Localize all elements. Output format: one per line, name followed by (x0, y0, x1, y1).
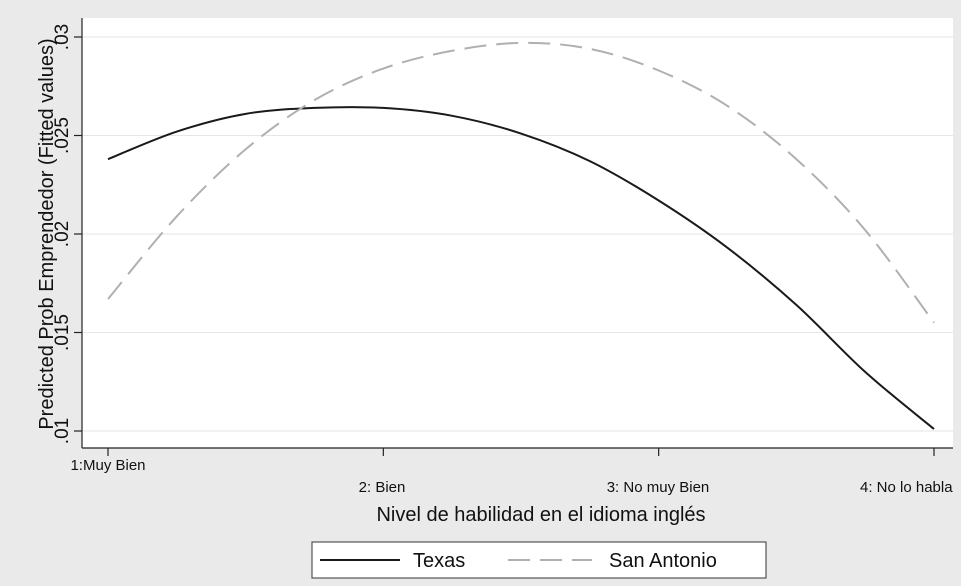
legend-label-san-antonio: San Antonio (609, 550, 717, 572)
axes (74, 18, 953, 456)
y-tick-label: .02 (52, 221, 73, 247)
x-axis-title: Nivel de habilidad en el idioma inglés (376, 504, 705, 526)
series-lines (107, 41, 935, 430)
y-tick-label: .015 (52, 314, 73, 351)
y-tick-label: .01 (52, 418, 73, 444)
y-axis-title: Predicted Prob Emprendedor (Fitted value… (36, 38, 58, 429)
legend: Texas San Antonio (311, 541, 767, 579)
x-tick-label: 2: Bien (359, 479, 406, 496)
y-tick-label: .03 (52, 24, 73, 50)
x-tick-label: 3: No muy Bien (607, 479, 710, 496)
legend-label-texas: Texas (413, 550, 465, 572)
plot-area (82, 18, 953, 448)
x-tick-label: 1:Muy Bien (70, 457, 145, 474)
series-line-texas (107, 106, 935, 430)
tick-labels: .01 .015 .02 .025 .03 1:Muy Bien 2: Bien 3: No … (52, 24, 953, 496)
gridlines (82, 36, 953, 432)
series-line-san-antonio (107, 41, 935, 324)
y-tick-label: .025 (52, 117, 73, 154)
x-tick-label: 4: No lo habla (860, 479, 953, 496)
